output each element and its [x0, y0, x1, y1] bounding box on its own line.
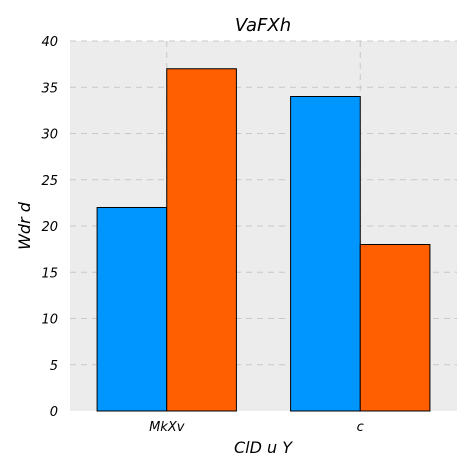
y-tick-label: 25 — [41, 174, 58, 189]
y-tick-label: 30 — [41, 128, 58, 143]
y-tick-label: 0 — [50, 405, 58, 420]
y-tick-label: 20 — [41, 220, 58, 235]
x-tick-labels: MkXv c — [149, 420, 364, 435]
y-tick-label: 15 — [41, 266, 58, 281]
bar — [290, 96, 361, 412]
y-tick-label: 35 — [41, 81, 58, 96]
y-tick-label: 10 — [41, 313, 58, 328]
bars — [96, 68, 431, 412]
y-tick-label: 40 — [41, 35, 58, 50]
bar — [96, 207, 168, 412]
y-tick-labels: 0 5 10 15 20 25 30 35 40 — [41, 35, 58, 420]
bar — [166, 68, 237, 412]
chart-title: VaFXh — [235, 15, 291, 36]
x-tick-label: MkXv — [149, 420, 185, 435]
x-tick-label: c — [357, 420, 364, 435]
x-axis-label: ClD u Y — [234, 438, 293, 457]
y-tick-label: 5 — [50, 359, 58, 374]
bar — [359, 244, 431, 412]
y-axis-label: Wdr d — [15, 201, 34, 250]
